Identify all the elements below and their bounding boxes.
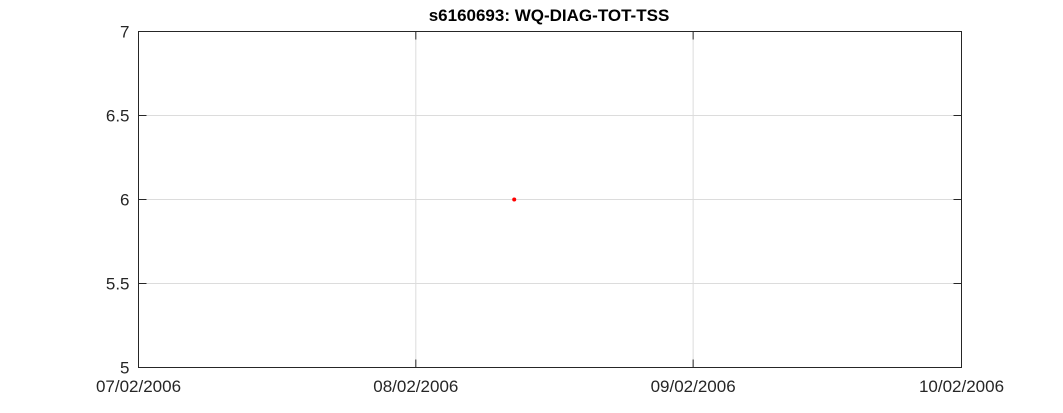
y-tick-label: 5.5	[106, 275, 130, 294]
x-tick-label: 09/02/2006	[651, 377, 736, 396]
x-tick-label: 10/02/2006	[919, 377, 1004, 396]
tick-marks	[138, 31, 962, 368]
y-tick-label: 6	[120, 191, 129, 210]
y-tick-label: 6.5	[106, 107, 130, 126]
chart-title: s6160693: WQ-DIAG-TOT-TSS	[429, 6, 670, 25]
grid	[138, 31, 962, 368]
y-tick-labels: 5 5.5 6 6.5 7	[106, 23, 130, 378]
y-tick-label: 5	[120, 359, 129, 378]
x-tick-labels: 07/02/2006 08/02/2006 09/02/2006 10/02/2006	[96, 377, 1004, 396]
y-tick-label: 7	[120, 23, 129, 42]
data-point	[512, 197, 517, 202]
data-points	[512, 197, 517, 202]
x-tick-label: 08/02/2006	[373, 377, 458, 396]
x-tick-label: 07/02/2006	[96, 377, 181, 396]
